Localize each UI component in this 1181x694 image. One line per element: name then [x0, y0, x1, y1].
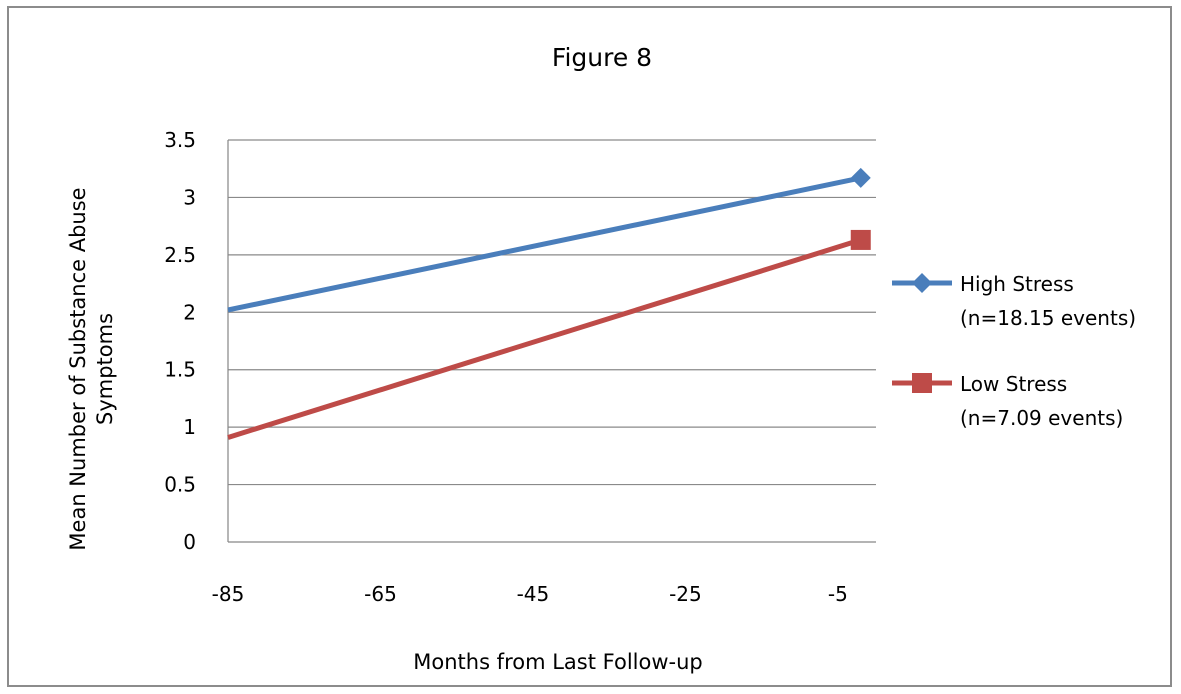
- legend-label-line2: (n=7.09 events): [960, 406, 1123, 430]
- legend: High Stress (n=18.15 events) Low Stress …: [892, 272, 1136, 430]
- x-tick-label: -5: [828, 582, 848, 606]
- y-tick-label: 0.5: [164, 473, 196, 497]
- y-tick-label: 2: [183, 300, 196, 324]
- y-tick-labels: 0 0.5 1 1.5 2 2.5 3 3.5: [164, 128, 196, 554]
- series-lines: [227, 175, 862, 440]
- chart-title: Figure 8: [552, 43, 652, 72]
- x-tick-label: -85: [212, 582, 245, 606]
- x-tick-labels: -85 -65 -45 -25 -5: [212, 582, 848, 606]
- legend-label: Low Stress: [960, 372, 1067, 396]
- data-point-high-stress: [850, 167, 871, 188]
- y-axis-title: Mean Number of Substance Abuse Symptoms: [66, 187, 117, 550]
- x-axis-title: Months from Last Follow-up: [413, 650, 703, 674]
- y-tick-label: 3: [183, 185, 196, 209]
- legend-diamond-marker: [912, 273, 932, 293]
- series-markers: [850, 167, 871, 250]
- legend-item-low-stress: Low Stress (n=7.09 events): [892, 372, 1123, 430]
- y-tick-label: 1: [183, 415, 196, 439]
- y-axis-title-line1: Mean Number of Substance Abuse: [66, 187, 90, 550]
- legend-label-line2: (n=18.15 events): [960, 306, 1136, 330]
- legend-label: High Stress: [960, 272, 1074, 296]
- data-point-low-stress: [850, 229, 871, 250]
- x-tick-label: -65: [364, 582, 397, 606]
- legend-item-high-stress: High Stress (n=18.15 events): [892, 272, 1136, 330]
- y-tick-label: 2.5: [164, 243, 196, 267]
- series-line-low-stress: [227, 237, 862, 440]
- series-line-high-stress: [227, 175, 862, 313]
- x-tick-label: -45: [517, 582, 550, 606]
- y-tick-label: 0: [183, 530, 196, 554]
- legend-square-marker: [912, 373, 932, 393]
- y-tick-label: 3.5: [164, 128, 196, 152]
- y-axis-title-line2: Symptoms: [93, 313, 117, 425]
- chart-frame: [7, 6, 1172, 687]
- grid-lines: [227, 139, 876, 543]
- y-tick-label: 1.5: [164, 358, 196, 382]
- x-tick-label: -25: [669, 582, 702, 606]
